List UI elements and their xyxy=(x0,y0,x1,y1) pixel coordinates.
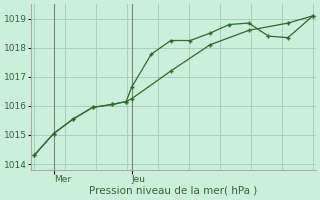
X-axis label: Pression niveau de la mer( hPa ): Pression niveau de la mer( hPa ) xyxy=(90,186,258,196)
